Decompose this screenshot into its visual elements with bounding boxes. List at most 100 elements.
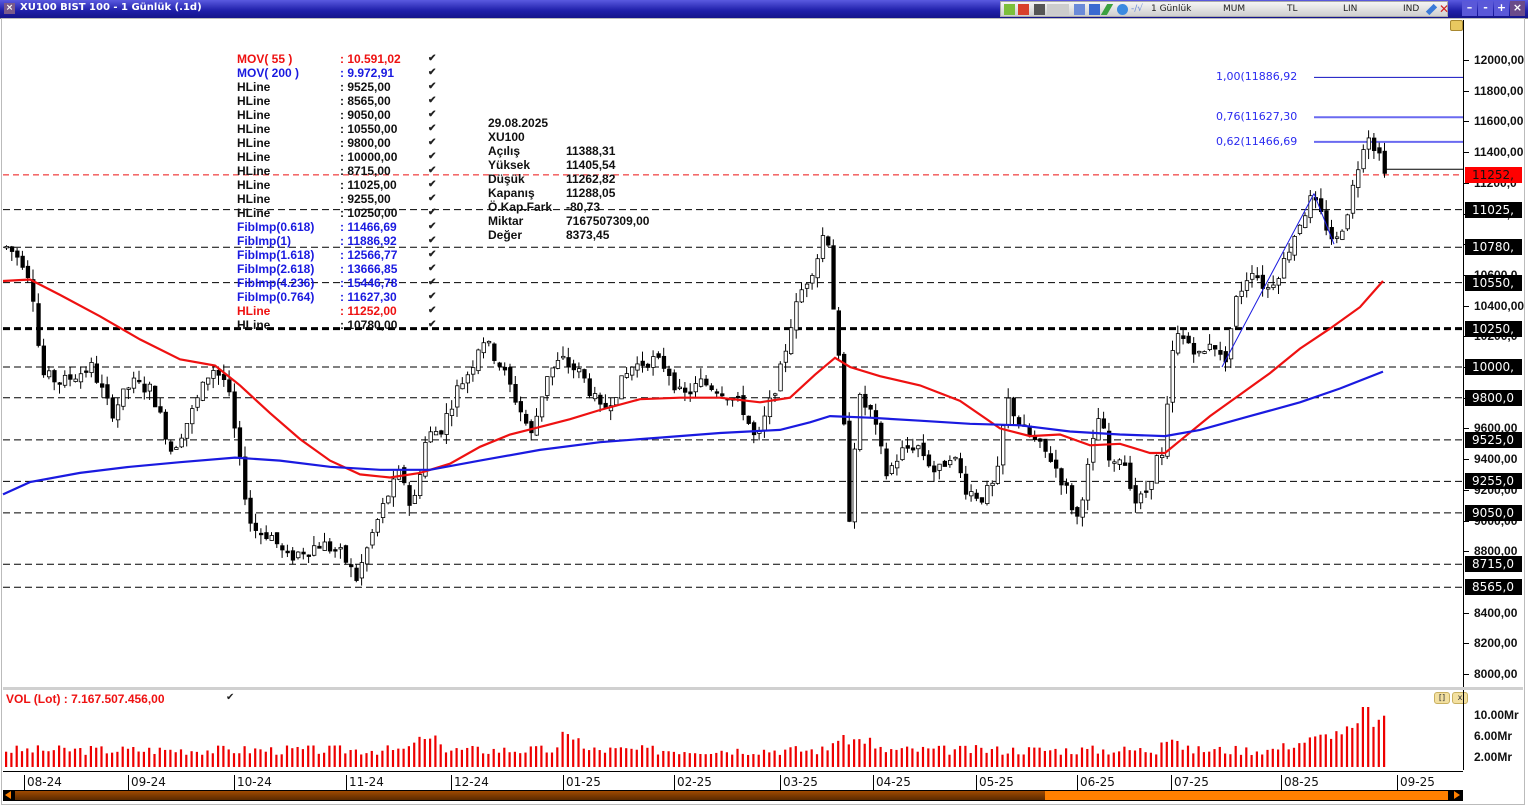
check-icon[interactable]: ✔ bbox=[428, 53, 437, 64]
volume-bar bbox=[344, 753, 347, 767]
volume-bar bbox=[132, 746, 135, 767]
candle-up bbox=[1228, 328, 1234, 360]
grid-icon[interactable] bbox=[1074, 4, 1085, 15]
crosshair-icon[interactable] bbox=[1117, 4, 1128, 15]
volume-bar bbox=[179, 749, 183, 767]
candle-up bbox=[1202, 351, 1207, 354]
check-icon[interactable]: ✔ bbox=[428, 151, 437, 162]
chart-type-selector[interactable]: MUM bbox=[1223, 4, 1246, 14]
time-tick: 09-24 bbox=[128, 775, 166, 791]
candle-up bbox=[577, 368, 582, 373]
volume-bar bbox=[79, 748, 82, 767]
check-icon[interactable]: ✔ bbox=[428, 193, 437, 204]
check-icon[interactable]: ✔ bbox=[428, 207, 437, 218]
check-icon[interactable]: ✔ bbox=[428, 165, 437, 176]
price-axis[interactable] bbox=[1463, 20, 1524, 688]
panel-pin-icon[interactable] bbox=[1450, 20, 1463, 31]
scroll-track[interactable] bbox=[15, 791, 1045, 800]
candle-up bbox=[555, 360, 561, 369]
restore-button[interactable]: - bbox=[1478, 1, 1493, 16]
scroll-right-arrow-icon[interactable] bbox=[1454, 791, 1460, 799]
scroll-left-arrow-icon[interactable] bbox=[5, 791, 11, 799]
volume-bar bbox=[1202, 752, 1205, 767]
symbol-list-icon[interactable] bbox=[1004, 4, 1015, 15]
candle-down bbox=[306, 554, 312, 557]
price-tick: 8200,00 bbox=[1474, 636, 1518, 651]
tick-mark bbox=[1463, 305, 1469, 307]
close-button[interactable]: × bbox=[1510, 1, 1525, 16]
forward-icon[interactable] bbox=[1047, 4, 1069, 15]
legend-row: HLine: 8565,00 ✔ bbox=[237, 94, 440, 108]
volume-bar bbox=[423, 739, 426, 767]
check-icon[interactable]: ✔ bbox=[428, 305, 437, 316]
close-chart-icon[interactable]: × bbox=[4, 3, 15, 14]
volume-bar bbox=[794, 746, 797, 767]
indicator-selector[interactable]: IND bbox=[1403, 4, 1420, 14]
tools-icon[interactable]: ✕ bbox=[1439, 2, 1450, 16]
check-icon[interactable]: ✔ bbox=[428, 263, 437, 274]
candle-down bbox=[333, 549, 338, 552]
volume-close-button[interactable]: x bbox=[1452, 692, 1468, 704]
portfolio-icon[interactable] bbox=[1018, 4, 1029, 15]
window-title: XU100 BIST 100 - 1 Günlük (.1d) bbox=[20, 2, 202, 13]
panel-divider[interactable] bbox=[3, 687, 1523, 690]
volume-bar bbox=[1144, 752, 1147, 767]
check-icon[interactable]: ✔ bbox=[428, 291, 437, 302]
time-axis[interactable]: 08-24 09-24 10-24 11-24 12-24 01-25 02-25 03-25… bbox=[3, 771, 1463, 791]
template-icon[interactable] bbox=[1034, 4, 1045, 15]
legend-name: HLine bbox=[237, 94, 271, 108]
period-selector[interactable]: 1 Günlük bbox=[1151, 4, 1192, 14]
legend-row: MOV( 200 ): 9.972,91 ✔ bbox=[237, 66, 440, 80]
volume-bar bbox=[943, 745, 946, 767]
minimize-button[interactable]: – bbox=[1462, 1, 1477, 16]
check-icon[interactable]: ✔ bbox=[428, 123, 437, 134]
volume-check-icon[interactable]: ✔ bbox=[226, 692, 235, 703]
volume-bar bbox=[1149, 752, 1152, 767]
indicator-icon[interactable]: -/√ bbox=[1131, 4, 1144, 14]
candle-down bbox=[847, 420, 852, 522]
scroll-thumb[interactable] bbox=[1045, 791, 1448, 800]
time-tick: 01-25 bbox=[563, 775, 601, 791]
volume-bar bbox=[1001, 754, 1004, 767]
volume-maximize-button[interactable]: [] bbox=[1434, 692, 1450, 704]
legend-value: : 11025,00 bbox=[340, 178, 397, 192]
check-icon[interactable]: ✔ bbox=[428, 109, 437, 120]
check-icon[interactable]: ✔ bbox=[428, 249, 437, 260]
check-icon[interactable]: ✔ bbox=[428, 235, 437, 246]
volume-bar bbox=[969, 753, 972, 767]
time-scrollbar[interactable] bbox=[3, 790, 1463, 801]
volume-bar bbox=[195, 751, 198, 767]
check-icon[interactable]: ✔ bbox=[428, 179, 437, 190]
candle-down bbox=[741, 395, 746, 416]
check-icon[interactable]: ✔ bbox=[428, 95, 437, 106]
scale-selector[interactable]: LIN bbox=[1343, 4, 1358, 14]
check-icon[interactable]: ✔ bbox=[428, 137, 437, 148]
maximize-button[interactable]: + bbox=[1494, 1, 1509, 16]
candle-down bbox=[1372, 137, 1377, 152]
candle-up bbox=[211, 370, 216, 379]
check-icon[interactable]: ✔ bbox=[428, 221, 437, 232]
candle-down bbox=[958, 458, 963, 474]
chart-window-icon[interactable] bbox=[1089, 4, 1100, 15]
volume-bar bbox=[598, 750, 601, 767]
check-icon[interactable]: ✔ bbox=[428, 81, 437, 92]
candle-down bbox=[932, 465, 937, 473]
legend-value: : 9800,00 bbox=[340, 136, 391, 150]
candle-down bbox=[513, 384, 518, 403]
candle-down bbox=[152, 385, 158, 408]
volume-bar bbox=[980, 747, 983, 767]
check-icon[interactable]: ✔ bbox=[428, 67, 437, 78]
info-key: Ö.Kap.Fark bbox=[488, 200, 553, 214]
volume-bar bbox=[391, 750, 395, 767]
legend-value: : 10550,00 bbox=[340, 122, 398, 136]
legend-row: FibImp(2.618): 13666,85 ✔ bbox=[237, 262, 440, 276]
currency-selector[interactable]: TL bbox=[1287, 4, 1298, 14]
candle-down bbox=[1011, 397, 1016, 417]
check-icon[interactable]: ✔ bbox=[428, 319, 437, 330]
check-icon[interactable]: ✔ bbox=[428, 277, 437, 288]
candle-down bbox=[1181, 335, 1186, 339]
legend-name: FibImp(0.764) bbox=[237, 290, 315, 304]
volume-bar bbox=[206, 750, 209, 767]
volume-bar bbox=[1282, 743, 1285, 767]
